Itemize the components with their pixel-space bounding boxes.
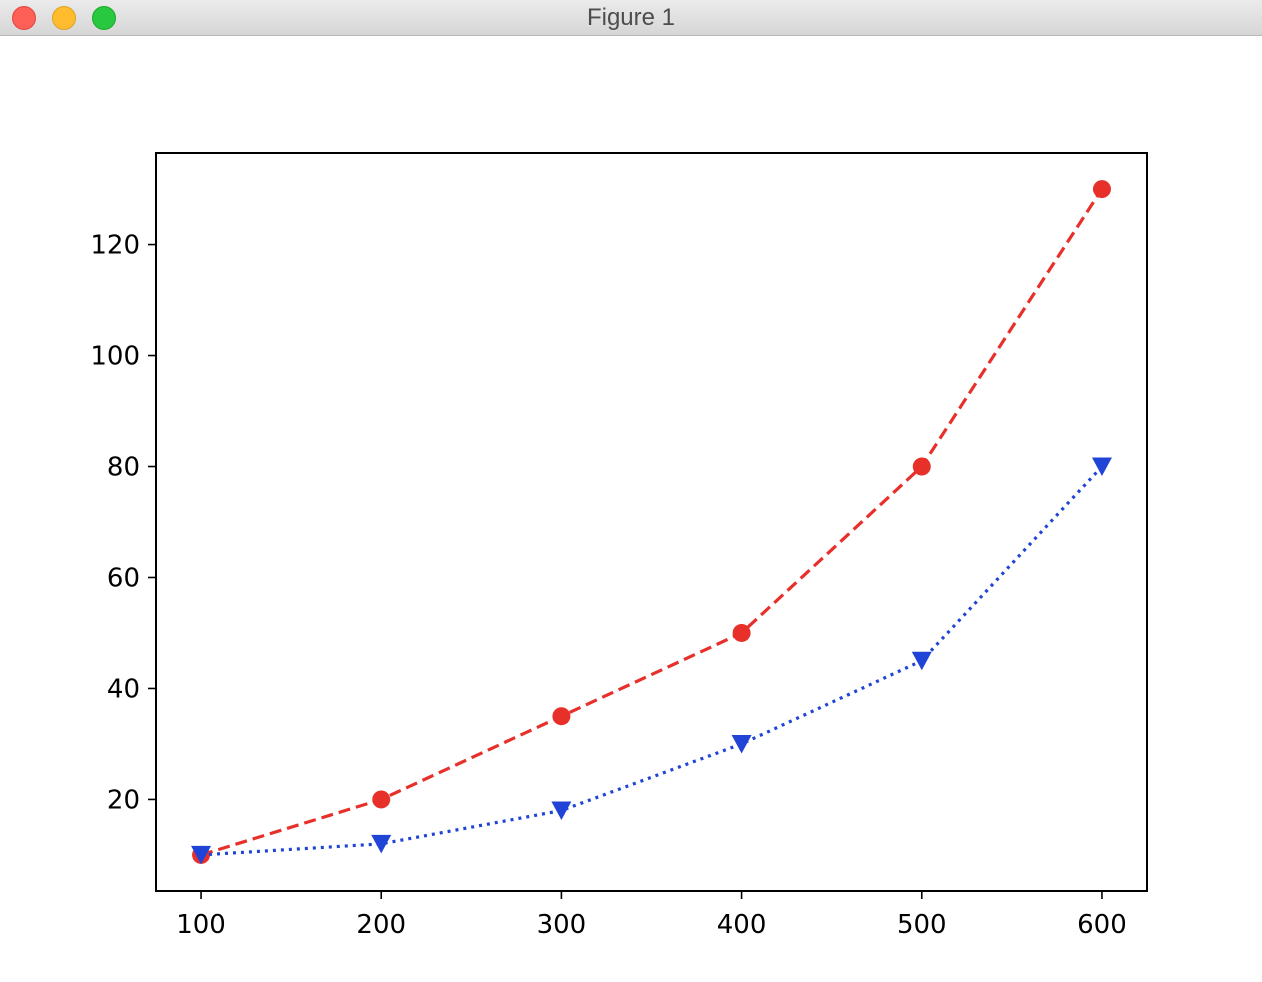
- plot-area-frame: [155, 152, 1148, 892]
- x-tick-label: 600: [1077, 910, 1127, 940]
- line-chart: 100 200 300 400 500 600 20 40 60 80 100 120: [90, 152, 1148, 940]
- y-tick-label: 20: [107, 785, 140, 815]
- close-window-button[interactable]: [12, 6, 36, 30]
- x-tick-label: 300: [537, 910, 587, 940]
- y-tick-label: 60: [107, 563, 140, 593]
- x-tick-label: 100: [176, 910, 226, 940]
- x-tick-label: 400: [717, 910, 767, 940]
- y-tick-label: 80: [107, 453, 140, 483]
- figure-canvas: 100 200 300 400 500 600 20 40 60 80 100 120: [0, 36, 1262, 978]
- series-1-point: [912, 457, 931, 476]
- x-tick-label: 200: [356, 910, 406, 940]
- series-1-point: [372, 790, 391, 809]
- series-1-point: [552, 707, 571, 726]
- y-tick-label: 120: [90, 231, 140, 261]
- series-1-point: [1092, 180, 1111, 199]
- series-2-point: [731, 734, 752, 754]
- series-1-point: [732, 623, 751, 642]
- series-2-line: [200, 465, 1104, 857]
- minimize-window-button[interactable]: [52, 6, 76, 30]
- series-2-point: [911, 651, 932, 671]
- axis-layer: 100 200 300 400 500 600 20 40 60 80 100 120: [90, 231, 1126, 940]
- x-tick-label: 500: [897, 910, 947, 940]
- series-1-line: [200, 188, 1104, 857]
- series-layer: [191, 180, 1112, 865]
- maximize-window-button[interactable]: [92, 6, 116, 30]
- series-2-point: [371, 834, 392, 854]
- series-2-point: [191, 845, 212, 865]
- y-tick-label: 40: [107, 674, 140, 704]
- window-titlebar: Figure 1: [0, 0, 1262, 36]
- series-2-point: [1091, 457, 1112, 477]
- window-title: Figure 1: [586, 4, 676, 31]
- series-2-point: [551, 801, 572, 821]
- y-tick-label: 100: [90, 342, 140, 372]
